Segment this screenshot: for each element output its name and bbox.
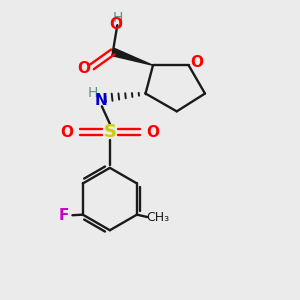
Text: F: F bbox=[58, 208, 69, 223]
Polygon shape bbox=[112, 48, 153, 65]
Text: O: O bbox=[109, 17, 122, 32]
Text: S: S bbox=[103, 123, 116, 141]
Text: CH₃: CH₃ bbox=[147, 211, 170, 224]
Text: O: O bbox=[190, 56, 203, 70]
Text: N: N bbox=[94, 93, 107, 108]
Text: O: O bbox=[60, 125, 73, 140]
Text: H: H bbox=[113, 11, 123, 25]
Text: H: H bbox=[88, 85, 98, 100]
Text: O: O bbox=[77, 61, 90, 76]
Text: O: O bbox=[146, 125, 160, 140]
